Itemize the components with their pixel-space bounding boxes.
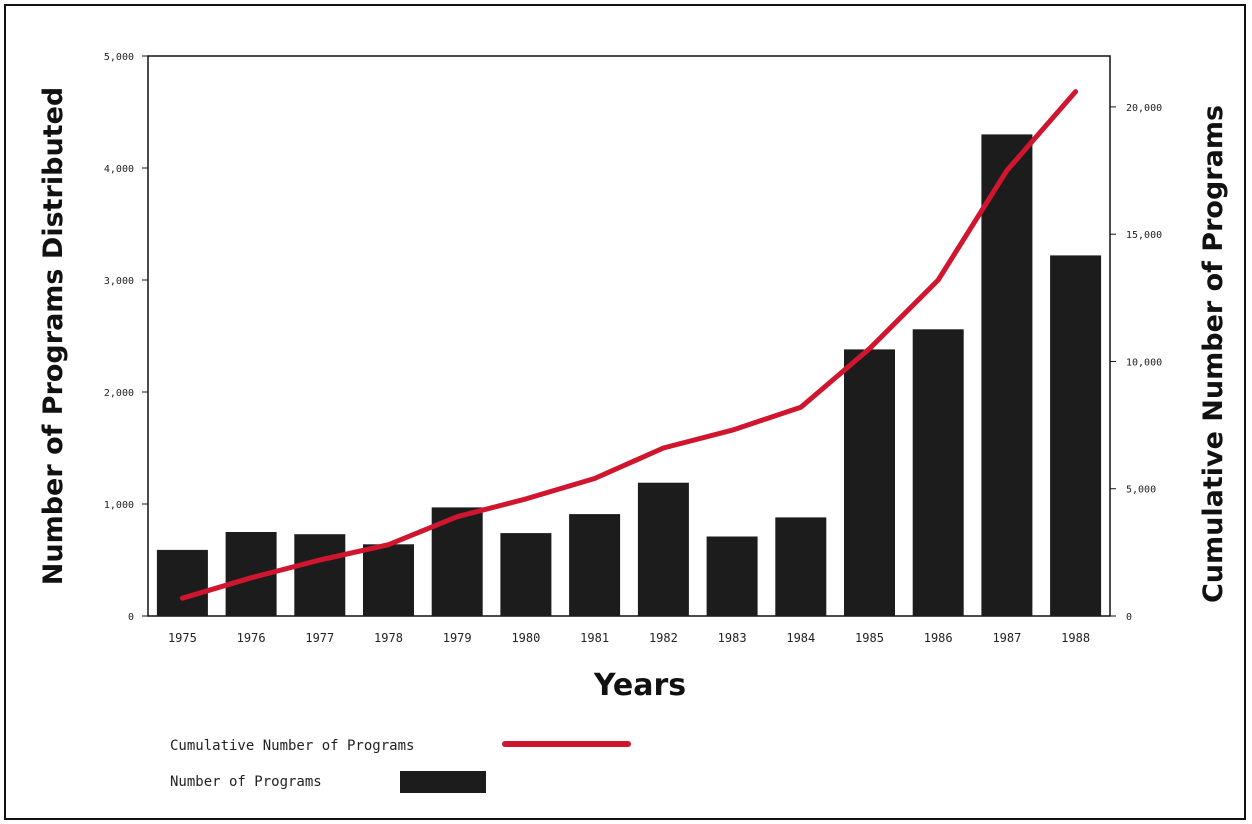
bar-1988 — [1050, 255, 1102, 616]
x-tick-label: 1988 — [1061, 631, 1090, 645]
bar-1981 — [569, 514, 621, 616]
x-tick-label: 1984 — [786, 631, 815, 645]
x-axis-title: Years — [593, 668, 686, 703]
legend: Cumulative Number of Programs Number of … — [170, 738, 631, 793]
y2-tick-label: 0 — [1126, 612, 1132, 623]
legend-label-bars: Number of Programs — [170, 774, 322, 790]
x-tick-label: 1975 — [168, 631, 197, 645]
bar-1985 — [844, 349, 895, 616]
y2-tick-label: 20,000 — [1126, 103, 1162, 114]
bar-1987 — [981, 134, 1033, 616]
y-tick-label: 4,000 — [104, 164, 134, 175]
x-tick-label: 1981 — [580, 631, 609, 645]
line-group — [179, 89, 1079, 601]
y-tick-label: 1,000 — [104, 500, 134, 511]
y-tick-label: 0 — [128, 612, 134, 623]
bar-1982 — [637, 482, 689, 616]
bars-group — [156, 134, 1102, 616]
bar-1986 — [912, 329, 964, 616]
y2-axis-title: Cumulative Number of Programs — [1198, 105, 1229, 603]
legend-swatch-bar — [400, 771, 486, 793]
y2-tick-label: 5,000 — [1126, 485, 1156, 496]
y-tick-label: 2,000 — [104, 388, 134, 399]
legend-item-cumulative: Cumulative Number of Programs — [170, 738, 631, 754]
x-tick-label: 1987 — [992, 631, 1021, 645]
y2-axis-ticks: 0 5,000 10,000 15,000 20,000 — [1110, 103, 1162, 623]
plot-border — [147, 55, 1111, 617]
y-axis-ticks: 0 1,000 2,000 3,000 4,000 5,000 — [104, 52, 148, 623]
bar-1978 — [363, 544, 414, 616]
y2-tick-label: 10,000 — [1126, 357, 1162, 368]
x-axis-ticks: 1975 1976 1977 1978 1979 1980 1981 1982 1983 1984… — [168, 631, 1090, 645]
x-tick-label: 1980 — [511, 631, 540, 645]
bar-1983 — [706, 536, 758, 616]
x-tick-label: 1982 — [649, 631, 678, 645]
x-tick-label: 1983 — [718, 631, 747, 645]
y-tick-label: 3,000 — [104, 276, 134, 287]
x-tick-label: 1976 — [237, 631, 266, 645]
bar-1984 — [775, 517, 827, 616]
bar-1975 — [156, 549, 208, 616]
y-tick-label: 5,000 — [104, 52, 134, 63]
legend-item-bars: Number of Programs — [170, 771, 486, 793]
x-tick-label: 1985 — [855, 631, 884, 645]
cumulative-line — [179, 89, 1079, 601]
y2-tick-label: 15,000 — [1126, 230, 1162, 241]
x-tick-label: 1986 — [924, 631, 953, 645]
plot-area — [147, 55, 1111, 617]
legend-label-cumulative: Cumulative Number of Programs — [170, 738, 414, 754]
x-tick-label: 1979 — [443, 631, 472, 645]
bar-1980 — [500, 533, 552, 616]
bar-1977 — [294, 534, 346, 616]
y-axis-title: Number of Programs Distributed — [38, 87, 69, 585]
x-tick-label: 1978 — [374, 631, 403, 645]
chart-frame — [4, 4, 1246, 820]
x-tick-label: 1977 — [305, 631, 334, 645]
